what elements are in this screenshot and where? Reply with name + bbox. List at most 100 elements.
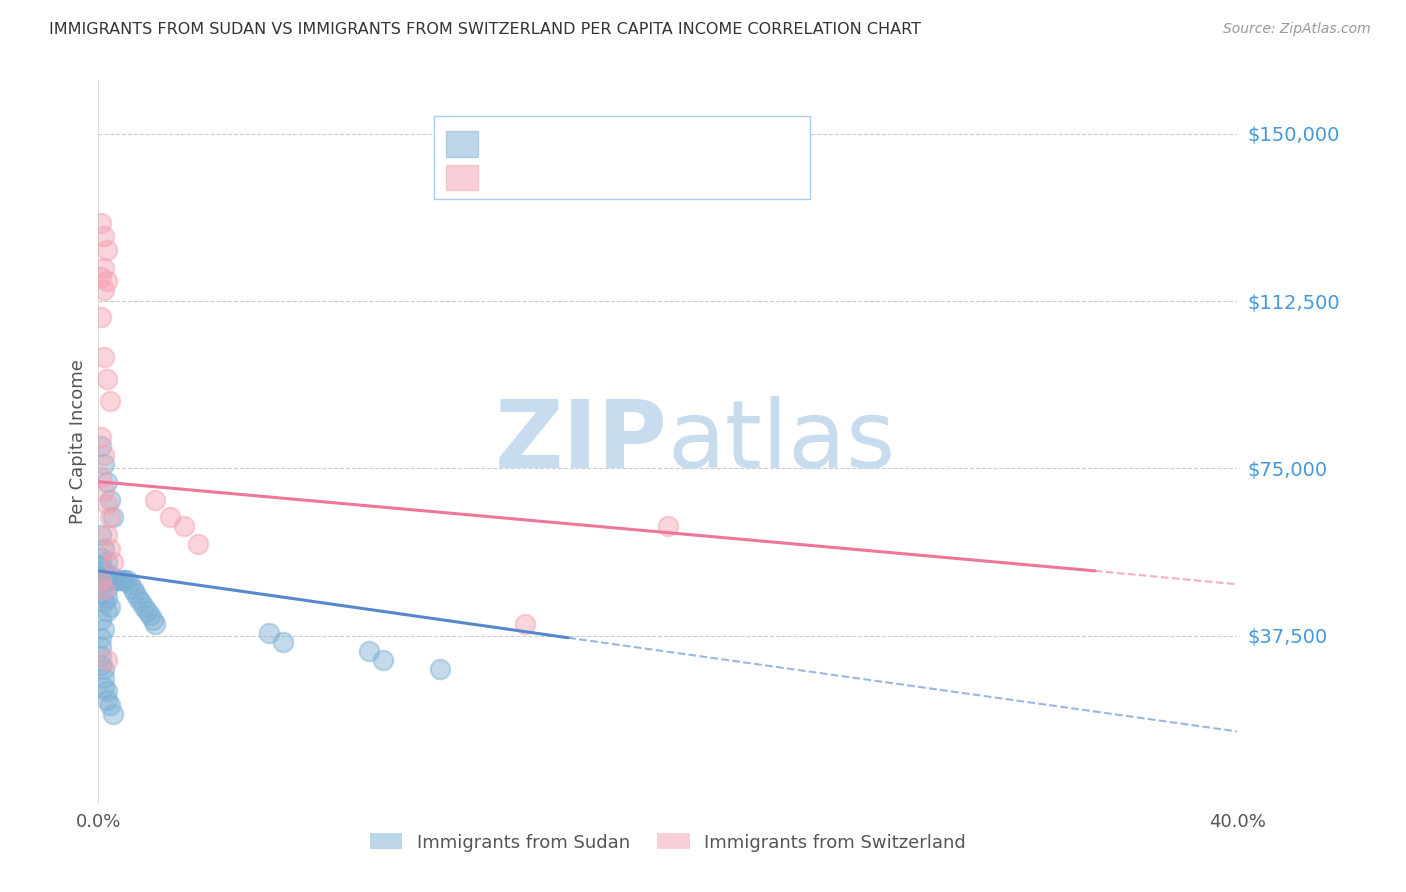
Point xyxy=(93,260,115,275)
Point xyxy=(93,283,115,297)
Point xyxy=(96,573,118,587)
Point xyxy=(93,680,115,694)
Text: R =: R = xyxy=(488,135,527,153)
Point xyxy=(93,671,115,685)
Y-axis label: Per Capita Income: Per Capita Income xyxy=(69,359,87,524)
Point xyxy=(96,591,118,605)
Point xyxy=(90,559,112,574)
Point xyxy=(90,470,112,484)
Point xyxy=(98,492,121,507)
Point xyxy=(90,586,112,600)
Point xyxy=(93,350,115,364)
Point xyxy=(132,599,155,614)
Point xyxy=(515,617,537,632)
Point xyxy=(90,573,112,587)
Point xyxy=(93,582,115,596)
Text: 30: 30 xyxy=(673,169,699,186)
Point xyxy=(124,586,146,600)
Bar xyxy=(446,165,478,191)
Point xyxy=(98,573,121,587)
Point xyxy=(96,653,118,667)
Point xyxy=(159,510,181,524)
Point xyxy=(118,577,141,591)
Point xyxy=(96,528,118,542)
Point xyxy=(657,519,679,533)
Point xyxy=(93,541,115,556)
Point xyxy=(96,475,118,489)
Point xyxy=(93,229,115,244)
Point xyxy=(90,439,112,453)
Point xyxy=(98,541,121,556)
Point xyxy=(93,662,115,676)
Point xyxy=(90,631,112,645)
Point xyxy=(110,573,132,587)
Point xyxy=(90,657,112,672)
Point xyxy=(357,644,380,658)
Point xyxy=(115,573,138,587)
Point xyxy=(90,216,112,230)
Point xyxy=(98,698,121,712)
Point xyxy=(273,635,295,649)
Point xyxy=(93,483,115,498)
Point xyxy=(101,706,124,721)
Point xyxy=(90,528,112,542)
Point xyxy=(90,573,112,587)
Point xyxy=(96,555,118,569)
Point xyxy=(135,604,157,618)
Point xyxy=(90,430,112,444)
Legend: Immigrants from Sudan, Immigrants from Switzerland: Immigrants from Sudan, Immigrants from S… xyxy=(363,826,973,859)
Text: R =: R = xyxy=(488,169,527,186)
Text: -0.127: -0.127 xyxy=(537,169,602,186)
Point xyxy=(145,492,167,507)
Point xyxy=(138,608,160,623)
Text: Source: ZipAtlas.com: Source: ZipAtlas.com xyxy=(1223,22,1371,37)
Point xyxy=(187,537,209,551)
Point xyxy=(101,555,124,569)
Point xyxy=(93,564,115,578)
Point xyxy=(101,510,124,524)
Text: atlas: atlas xyxy=(668,395,896,488)
Point xyxy=(259,626,281,640)
FancyBboxPatch shape xyxy=(434,117,810,200)
Point xyxy=(93,448,115,462)
Point xyxy=(96,497,118,511)
Point xyxy=(96,243,118,257)
Text: N =: N = xyxy=(628,135,668,153)
Point xyxy=(104,573,127,587)
Point xyxy=(96,372,118,386)
Point xyxy=(93,622,115,636)
Point xyxy=(98,599,121,614)
Text: -0.270: -0.270 xyxy=(537,135,602,153)
Point xyxy=(145,617,167,632)
Text: N =: N = xyxy=(628,169,668,186)
Point xyxy=(96,604,118,618)
Text: IMMIGRANTS FROM SUDAN VS IMMIGRANTS FROM SWITZERLAND PER CAPITA INCOME CORRELATI: IMMIGRANTS FROM SUDAN VS IMMIGRANTS FROM… xyxy=(49,22,921,37)
Point xyxy=(373,653,395,667)
Text: 58: 58 xyxy=(673,135,699,153)
Point xyxy=(98,394,121,409)
Point xyxy=(90,269,112,284)
Point xyxy=(127,591,149,605)
Point xyxy=(93,573,115,587)
Point xyxy=(96,693,118,707)
Point xyxy=(107,573,129,587)
Point xyxy=(93,457,115,471)
Point xyxy=(90,550,112,565)
Point xyxy=(121,582,143,596)
Point xyxy=(141,613,163,627)
Point xyxy=(96,684,118,698)
Point xyxy=(429,662,451,676)
Bar xyxy=(446,131,478,156)
Point xyxy=(93,595,115,609)
Point xyxy=(98,568,121,582)
Point xyxy=(112,573,135,587)
Point xyxy=(90,648,112,663)
Point xyxy=(90,310,112,324)
Point xyxy=(173,519,195,533)
Point xyxy=(96,582,118,596)
Point xyxy=(101,573,124,587)
Point xyxy=(90,613,112,627)
Text: ZIP: ZIP xyxy=(495,395,668,488)
Point xyxy=(93,573,115,587)
Point xyxy=(98,510,121,524)
